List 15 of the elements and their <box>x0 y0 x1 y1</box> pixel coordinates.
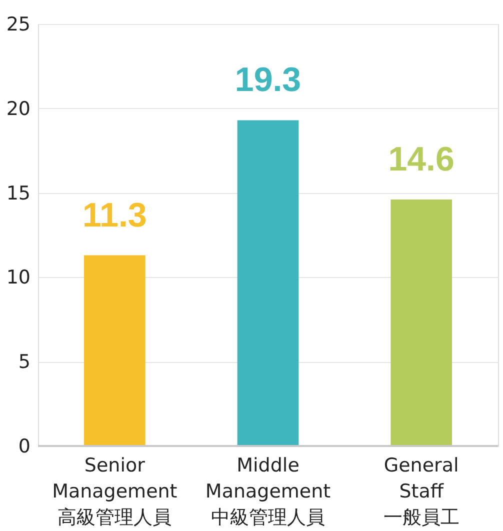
y-tick-label: 10 <box>6 266 30 289</box>
data-label: 11.3 <box>82 196 147 234</box>
y-tick-label: 5 <box>18 351 30 374</box>
x-tick-label: Middle Management 中級管理人員 <box>205 454 331 528</box>
x-tick-label: General Staff 一般員工 <box>383 454 460 528</box>
y-tick-label: 0 <box>18 436 30 458</box>
x-tick-label: Senior Management 高級管理人員 <box>52 454 178 528</box>
bar <box>390 200 452 446</box>
data-label: 19.3 <box>234 61 302 100</box>
bar <box>84 255 146 446</box>
bar <box>237 120 299 446</box>
y-tick-label: 25 <box>6 14 30 36</box>
y-tick-label: 20 <box>6 98 30 120</box>
data-label: 14.6 <box>388 140 454 179</box>
y-tick-label: 15 <box>6 182 30 204</box>
